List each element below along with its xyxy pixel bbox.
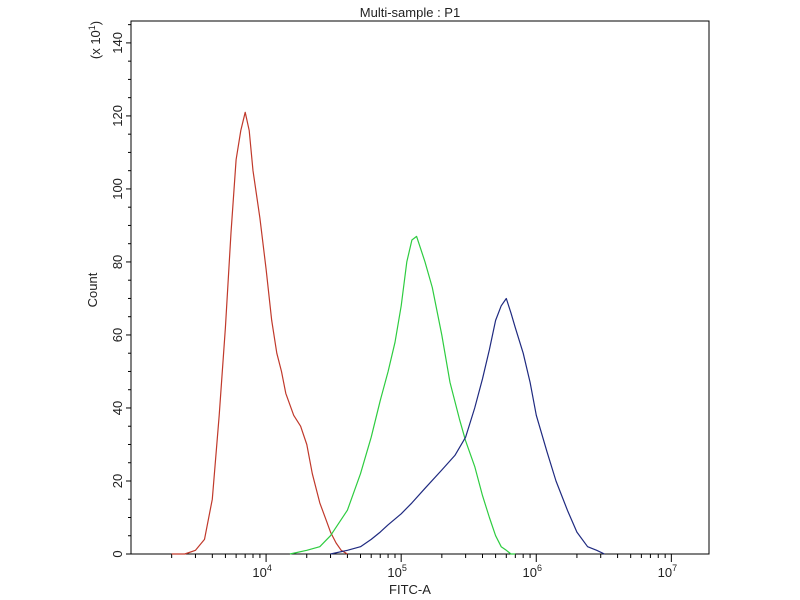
svg-text:(x 101): (x 101): [87, 21, 103, 59]
y-tick-label: 80: [110, 255, 125, 269]
y-tick-label: 60: [110, 328, 125, 342]
y-tick-label: 20: [110, 474, 125, 488]
x-tick-label: 104: [252, 563, 271, 580]
y-tick-label: 120: [110, 105, 125, 127]
x-tick-label: 107: [658, 563, 677, 580]
y-multiplier-label: (x 101): [87, 21, 103, 59]
y-multiplier-exponent: 1: [87, 25, 97, 30]
x-tick-label: 106: [523, 563, 542, 580]
histogram-series-2: [289, 235, 516, 555]
y-tick-label: 40: [110, 401, 125, 415]
y-tick-label: 140: [110, 32, 125, 54]
y-tick-label: 100: [110, 178, 125, 200]
y-tick-label: 0: [110, 550, 125, 557]
plot-frame: [130, 20, 710, 555]
x-tick-label: 105: [387, 563, 406, 580]
plot-area: 0 20 40 60 80 100 120 140 104 105 106 107: [110, 20, 710, 580]
histogram-series-1: [171, 111, 348, 555]
chart-title: Multi-sample : P1: [360, 5, 460, 20]
y-axis-label: Count: [85, 272, 100, 307]
x-axis-label: FITC-A: [389, 582, 431, 597]
histogram-series-3: [330, 297, 605, 555]
